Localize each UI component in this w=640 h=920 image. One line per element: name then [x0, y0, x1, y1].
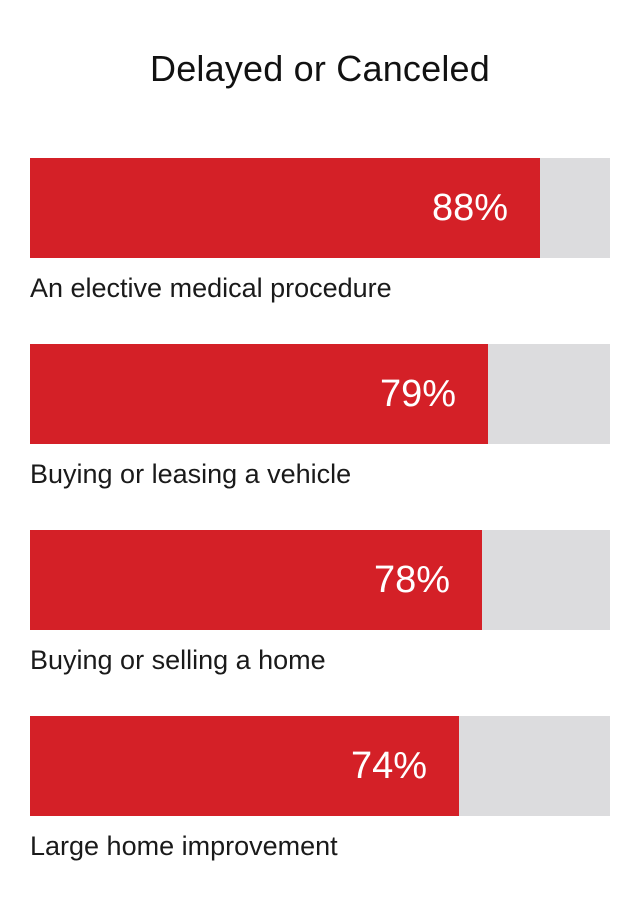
- category-label: An elective medical procedure: [30, 273, 392, 303]
- chart-title: Delayed or Canceled: [150, 48, 490, 89]
- category-label: Large home improvement: [30, 831, 338, 861]
- bar-value-label: 74%: [350, 745, 427, 787]
- bar-row: 78% Buying or selling a home: [30, 530, 610, 716]
- bar-track: 74%: [30, 716, 610, 816]
- bar: 74%: [30, 716, 459, 816]
- bar: 78%: [30, 530, 482, 630]
- category-label: Buying or leasing a vehicle: [30, 459, 352, 489]
- bar: 88%: [30, 158, 540, 258]
- bar-track: 88%: [30, 158, 610, 258]
- bar-track: 79%: [30, 344, 610, 444]
- bar-chart: 88% An elective medical procedure 79% Buyin…: [30, 158, 610, 902]
- bar-value-label: 88%: [431, 187, 508, 229]
- bar-track: 78%: [30, 530, 610, 630]
- bar-value-label: 78%: [373, 559, 450, 601]
- bar-row: 74% Large home improvement: [30, 716, 610, 902]
- bar-row: 79% Buying or leasing a vehicle: [30, 344, 610, 530]
- bar-row: 88% An elective medical procedure: [30, 158, 610, 344]
- bar: 79%: [30, 344, 488, 444]
- category-label: Buying or selling a home: [30, 645, 326, 675]
- bar-value-label: 79%: [379, 373, 456, 415]
